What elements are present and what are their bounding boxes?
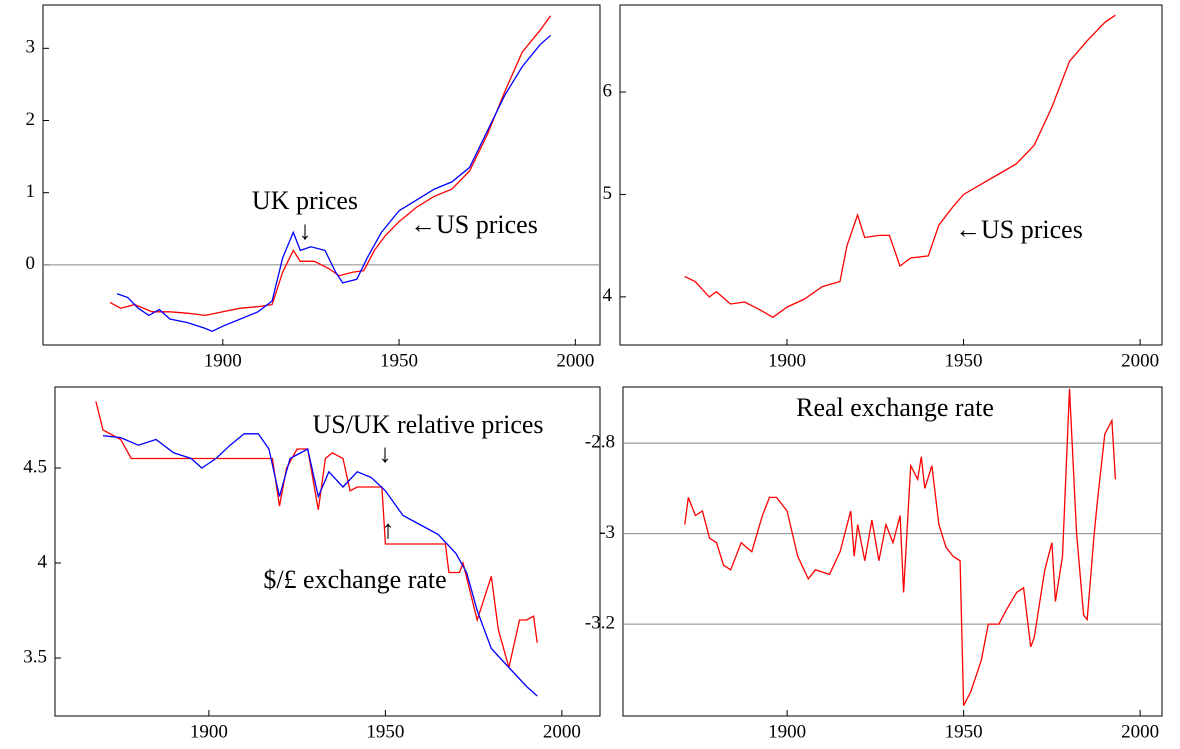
y-tick-label: 2 — [26, 109, 36, 130]
x-tick-label: 1900 — [768, 350, 806, 371]
x-tick-label: 1900 — [768, 721, 806, 742]
annotation: ↓ — [299, 216, 312, 245]
x-tick-label: 1950 — [366, 721, 404, 742]
x-tick-label: 1900 — [204, 350, 242, 371]
series-line — [684, 388, 1117, 706]
plot-frame — [42, 4, 601, 346]
y-tick-label: 4 — [603, 285, 613, 306]
y-tick-label: -3 — [599, 522, 615, 543]
annotation: UK prices — [252, 186, 358, 215]
annotation: $/£ exchange rate — [263, 565, 446, 594]
annotation: ←US prices — [410, 210, 538, 239]
y-tick-label: 4 — [38, 551, 48, 572]
y-tick-label: 3.5 — [23, 646, 47, 667]
x-tick-label: 1950 — [945, 350, 983, 371]
plot-frame — [54, 386, 601, 717]
annotation: ↑ — [382, 515, 395, 544]
x-tick-label: 2000 — [1121, 721, 1159, 742]
series-line — [116, 34, 552, 333]
y-tick-label: 6 — [603, 80, 613, 101]
series-line — [684, 14, 1116, 319]
y-tick-label: 1 — [26, 181, 36, 202]
annotation: ←US prices — [955, 215, 1083, 244]
y-tick-label: 4.5 — [23, 456, 47, 477]
x-tick-label: 2000 — [543, 721, 581, 742]
y-tick-label: -3.2 — [585, 612, 615, 633]
x-tick-label: 2000 — [1121, 350, 1159, 371]
y-tick-label: 0 — [26, 253, 36, 274]
plot-frame — [619, 4, 1163, 346]
x-tick-label: 1950 — [380, 350, 418, 371]
x-tick-label: 1950 — [945, 721, 983, 742]
x-tick-label: 1900 — [190, 721, 228, 742]
y-tick-label: 3 — [26, 37, 36, 58]
series-line — [109, 15, 552, 317]
series-line — [102, 433, 538, 697]
y-tick-label: 5 — [603, 183, 613, 204]
y-tick-label: -2.8 — [585, 431, 615, 452]
plot-frame — [622, 386, 1163, 717]
series-line — [95, 401, 538, 668]
x-tick-label: 2000 — [556, 350, 594, 371]
chart-title: Real exchange rate — [796, 393, 994, 422]
annotation: US/UK relative prices — [312, 410, 543, 439]
annotation: ↓ — [379, 439, 392, 468]
